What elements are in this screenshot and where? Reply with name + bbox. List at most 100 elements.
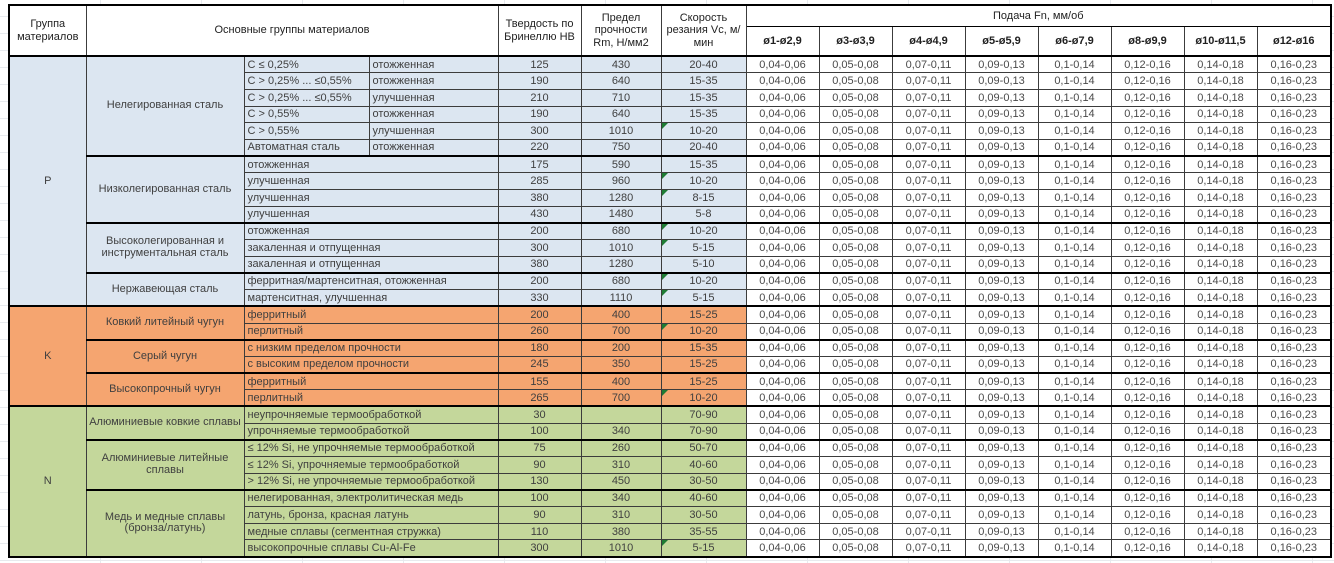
feed-value-cell[interactable]: 0,14-0,18 [1183, 506, 1258, 524]
feed-value-cell[interactable]: 0,12-0,16 [1110, 389, 1185, 407]
material-condition-cell[interactable]: отожженная [368, 72, 499, 90]
feed-value-cell[interactable]: 0,04-0,06 [745, 239, 820, 257]
feed-value-cell[interactable]: 0,07-0,11 [891, 405, 966, 424]
material-group-name[interactable]: Медь и медные сплавы (бронза/латунь) [85, 488, 245, 558]
feed-value-cell[interactable]: 0,09-0,13 [964, 105, 1039, 124]
cutting-speed-cell[interactable]: 5-10 [660, 255, 747, 274]
hardness-cell[interactable]: 330 [497, 289, 582, 307]
feed-value-cell[interactable]: 0,14-0,18 [1183, 155, 1258, 174]
feed-value-cell[interactable]: 0,04-0,06 [745, 255, 820, 274]
feed-value-cell[interactable]: 0,12-0,16 [1110, 55, 1185, 74]
feed-value-cell[interactable]: 0,07-0,11 [891, 172, 966, 190]
material-variant-cell[interactable]: с высоким пределом прочности [243, 355, 499, 374]
material-variant-cell[interactable]: перлитный [243, 389, 499, 407]
feed-value-cell[interactable]: 0,1-0,14 [1037, 239, 1112, 257]
feed-value-cell[interactable]: 0,07-0,11 [891, 488, 966, 508]
feed-value-cell[interactable]: 0,14-0,18 [1183, 522, 1258, 541]
feed-value-cell[interactable]: 0,12-0,16 [1110, 539, 1185, 558]
feed-value-cell[interactable]: 0,07-0,11 [891, 438, 966, 457]
feed-value-cell[interactable]: 0,12-0,16 [1110, 271, 1185, 291]
feed-value-cell[interactable]: 0,16-0,23 [1256, 255, 1332, 274]
feed-value-cell[interactable]: 0,1-0,14 [1037, 221, 1112, 241]
feed-value-cell[interactable]: 0,1-0,14 [1037, 105, 1112, 124]
feed-value-cell[interactable]: 0,09-0,13 [964, 355, 1039, 374]
feed-value-cell[interactable]: 0,07-0,11 [891, 122, 966, 140]
hardness-cell[interactable]: 265 [497, 389, 582, 407]
feed-value-cell[interactable]: 0,1-0,14 [1037, 389, 1112, 407]
feed-value-cell[interactable]: 0,12-0,16 [1110, 355, 1185, 374]
feed-value-cell[interactable]: 0,07-0,11 [891, 289, 966, 307]
feed-value-cell[interactable]: 0,16-0,23 [1256, 372, 1332, 391]
feed-value-cell[interactable]: 0,14-0,18 [1183, 221, 1258, 241]
feed-value-cell[interactable]: 0,12-0,16 [1110, 155, 1185, 174]
feed-value-cell[interactable]: 0,14-0,18 [1183, 338, 1258, 357]
feed-value-cell[interactable]: 0,07-0,11 [891, 305, 966, 324]
strength-cell[interactable]: 750 [580, 138, 662, 157]
material-condition-cell[interactable]: отожженная [368, 105, 499, 124]
cutting-speed-cell[interactable]: 5-15 [660, 539, 747, 558]
strength-cell[interactable]: 1110 [580, 289, 662, 307]
feed-value-cell[interactable]: 0,1-0,14 [1037, 488, 1112, 508]
hardness-cell[interactable]: 380 [497, 255, 582, 274]
feed-value-cell[interactable]: 0,1-0,14 [1037, 522, 1112, 541]
cutting-speed-cell[interactable]: 10-20 [660, 271, 747, 291]
material-variant-cell[interactable]: улучшенная [243, 189, 499, 207]
feed-value-cell[interactable]: 0,12-0,16 [1110, 338, 1185, 357]
feed-value-cell[interactable]: 0,05-0,08 [818, 271, 893, 291]
feed-value-cell[interactable]: 0,07-0,11 [891, 372, 966, 391]
feed-value-cell[interactable]: 0,09-0,13 [964, 389, 1039, 407]
material-variant-cell[interactable]: > 12% Si, не упрочняемые термообработкой [243, 472, 499, 491]
feed-value-cell[interactable]: 0,14-0,18 [1183, 438, 1258, 457]
feed-value-cell[interactable]: 0,12-0,16 [1110, 305, 1185, 324]
feed-value-cell[interactable]: 0,04-0,06 [745, 355, 820, 374]
feed-value-cell[interactable]: 0,14-0,18 [1183, 488, 1258, 508]
hardness-cell[interactable]: 300 [497, 122, 582, 140]
hardness-cell[interactable]: 125 [497, 55, 582, 74]
material-variant-cell[interactable]: неупрочняемые термообработкой [243, 405, 499, 424]
strength-cell[interactable]: 590 [580, 155, 662, 174]
cutting-speed-cell[interactable]: 5-15 [660, 289, 747, 307]
feed-value-cell[interactable]: 0,12-0,16 [1110, 138, 1185, 157]
feed-value-cell[interactable]: 0,04-0,06 [745, 72, 820, 90]
feed-value-cell[interactable]: 0,12-0,16 [1110, 221, 1185, 241]
feed-value-cell[interactable]: 0,16-0,23 [1256, 438, 1332, 457]
feed-value-cell[interactable]: 0,09-0,13 [964, 122, 1039, 140]
feed-value-cell[interactable]: 0,16-0,23 [1256, 189, 1332, 207]
feed-value-cell[interactable]: 0,05-0,08 [818, 55, 893, 74]
material-variant-cell[interactable]: ферритная/мартенситная, отожженная [243, 271, 499, 291]
column-header-diameter-2[interactable]: ø3-ø3,9 [818, 25, 893, 57]
material-variant-cell[interactable]: с низким пределом прочности [243, 338, 499, 357]
strength-cell[interactable]: 1280 [580, 189, 662, 207]
feed-value-cell[interactable]: 0,14-0,18 [1183, 88, 1258, 107]
material-condition-cell[interactable]: улучшенная [368, 122, 499, 140]
strength-cell[interactable]: 200 [580, 338, 662, 357]
feed-value-cell[interactable]: 0,09-0,13 [964, 172, 1039, 190]
hardness-cell[interactable]: 180 [497, 338, 582, 357]
feed-value-cell[interactable]: 0,1-0,14 [1037, 155, 1112, 174]
material-group-name[interactable]: Нелегированная сталь [85, 54, 245, 157]
material-group-name[interactable]: Серый чугун [85, 338, 245, 374]
feed-value-cell[interactable]: 0,16-0,23 [1256, 456, 1332, 474]
feed-value-cell[interactable]: 0,04-0,06 [745, 456, 820, 474]
feed-value-cell[interactable]: 0,1-0,14 [1037, 271, 1112, 291]
feed-value-cell[interactable]: 0,16-0,23 [1256, 422, 1332, 441]
feed-value-cell[interactable]: 0,1-0,14 [1037, 539, 1112, 558]
feed-value-cell[interactable]: 0,09-0,13 [964, 405, 1039, 424]
material-composition-cell[interactable]: C > 0,55% [243, 105, 370, 124]
feed-value-cell[interactable]: 0,12-0,16 [1110, 488, 1185, 508]
feed-value-cell[interactable]: 0,05-0,08 [818, 105, 893, 124]
strength-cell[interactable]: 700 [580, 389, 662, 407]
column-header-diameter-8[interactable]: ø12-ø16 [1256, 25, 1332, 57]
feed-value-cell[interactable]: 0,04-0,06 [745, 438, 820, 457]
hardness-cell[interactable]: 90 [497, 506, 582, 524]
feed-value-cell[interactable]: 0,04-0,06 [745, 189, 820, 207]
feed-value-cell[interactable]: 0,04-0,06 [745, 372, 820, 391]
hardness-cell[interactable]: 100 [497, 422, 582, 441]
feed-value-cell[interactable]: 0,09-0,13 [964, 438, 1039, 457]
hardness-cell[interactable]: 285 [497, 172, 582, 190]
feed-value-cell[interactable]: 0,12-0,16 [1110, 88, 1185, 107]
feed-value-cell[interactable]: 0,05-0,08 [818, 372, 893, 391]
feed-value-cell[interactable]: 0,1-0,14 [1037, 55, 1112, 74]
material-composition-cell[interactable]: C > 0,55% [243, 122, 370, 140]
feed-value-cell[interactable]: 0,09-0,13 [964, 488, 1039, 508]
